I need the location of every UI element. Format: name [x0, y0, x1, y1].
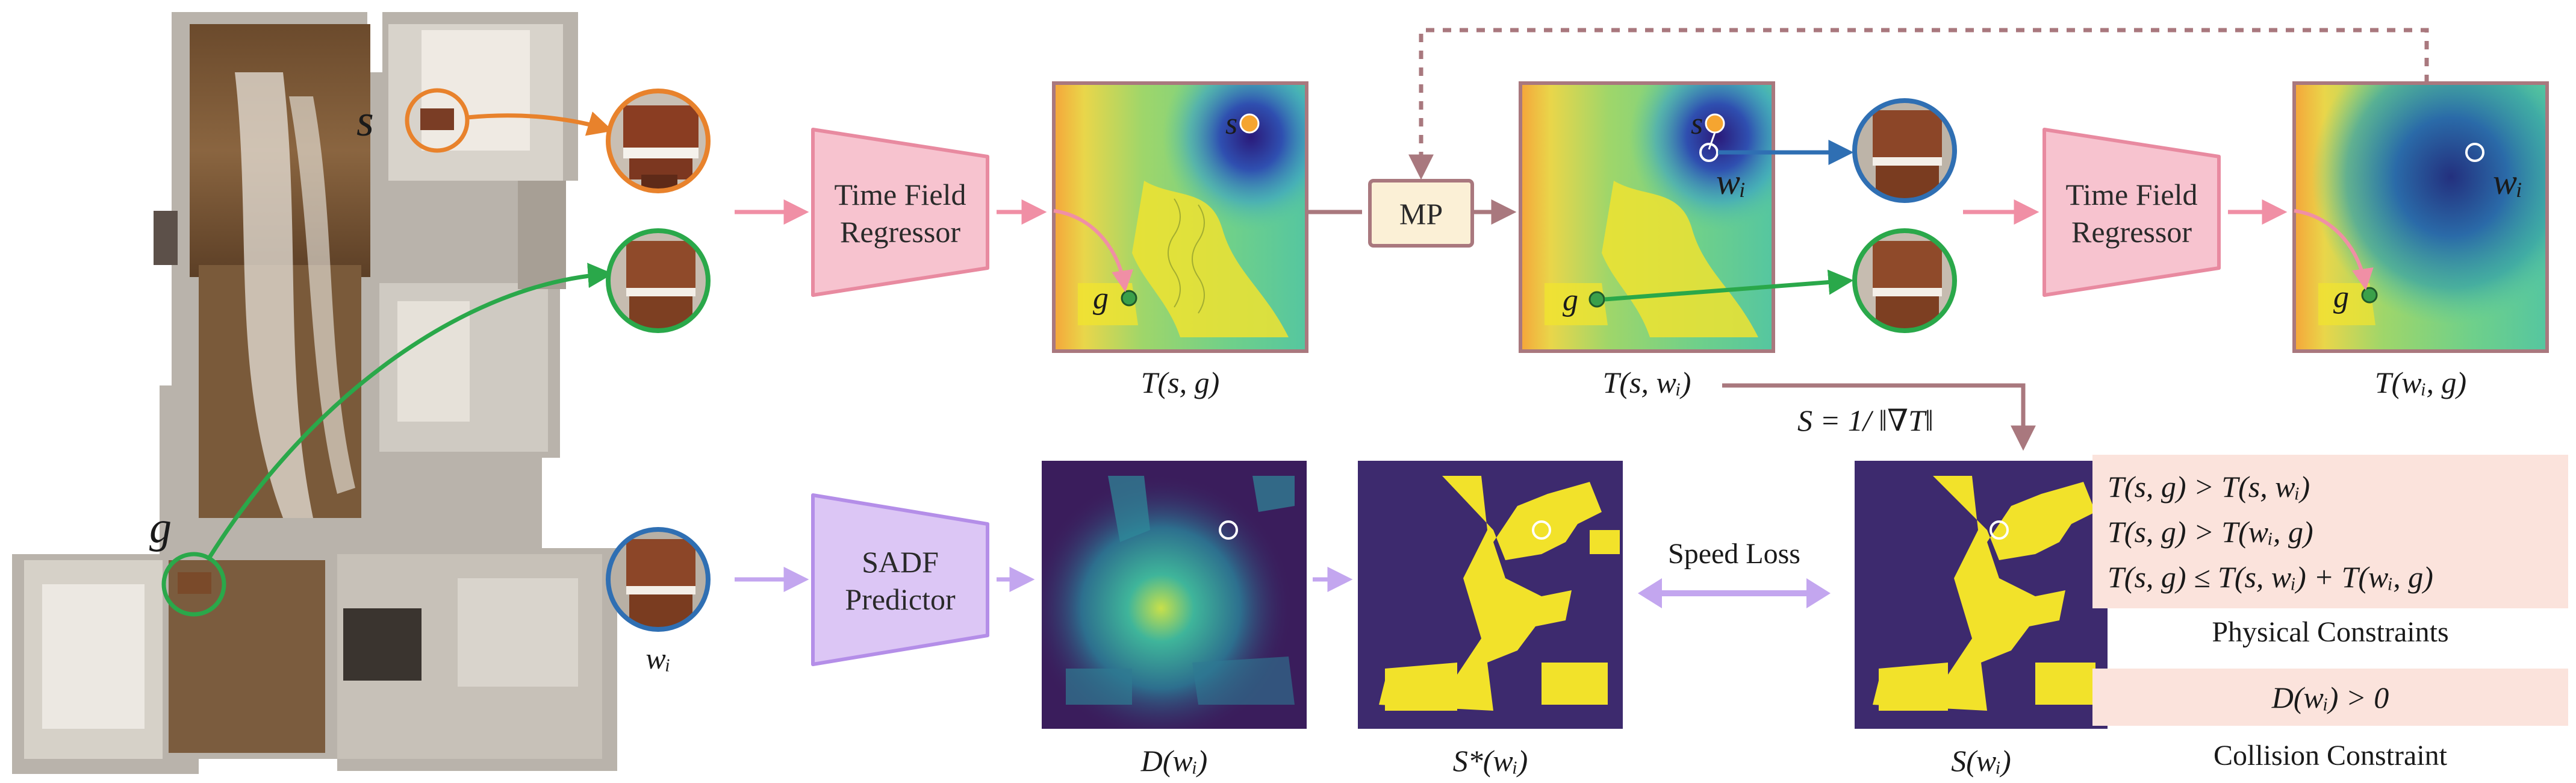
- start-to-image-arrow: [467, 111, 614, 136]
- time-field-map-s-wi: [1519, 81, 1775, 353]
- scene-goal-piano: [161, 552, 226, 617]
- physical-constraints-box: T(s, g) > T(s, wᵢ) T(s, g) > T(wᵢ, g) T(…: [2092, 455, 2568, 608]
- speed-formula-arrow: [1722, 383, 2036, 451]
- goal-image-top: [1852, 228, 1957, 333]
- waypoint-observation-image: [606, 527, 711, 632]
- speed-loss-label: Speed Loss: [1668, 538, 1800, 570]
- scene-start-label: s: [356, 96, 374, 146]
- scene-start-piano: [405, 88, 470, 153]
- physical-constraint-3: T(s, g) ≤ T(s, wᵢ) + T(wᵢ, g): [2108, 560, 2433, 594]
- collision-constraint-title: Collision Constraint: [2214, 740, 2448, 772]
- time-field-map-wi-g: [2292, 81, 2549, 353]
- regressor-2-line1: Time Field: [2065, 178, 2197, 211]
- map-label-s-star-wi: S*(wᵢ): [1453, 744, 1528, 778]
- sadf-map: [1042, 461, 1307, 729]
- speed-formula: S = 1/ ‖∇T‖: [1797, 404, 1934, 437]
- goal-to-image-arrow-2: [1604, 269, 1854, 302]
- time-field-regressor-1: Time Field Regressor: [811, 128, 989, 297]
- goal-to-image-arrow: [206, 263, 614, 561]
- sadf-line2: Predictor: [845, 582, 956, 616]
- physical-constraint-2: T(s, g) > T(wᵢ, g): [2108, 515, 2313, 549]
- collision-constraint: D(wᵢ) > 0: [2271, 681, 2389, 714]
- time-field-map-s-g: [1052, 81, 1308, 353]
- map2-start-label: s: [1691, 107, 1703, 141]
- time-field-regressor-2: Time Field Regressor: [2042, 128, 2221, 297]
- physical-constraint-1: T(s, g) > T(s, wᵢ): [2108, 470, 2310, 504]
- speed-map: [1855, 461, 2108, 729]
- mp-box: MP: [1368, 179, 1474, 248]
- start-observation-image: [606, 89, 711, 193]
- predicted-speed-map: [1358, 461, 1623, 729]
- map1-start-label: s: [1225, 107, 1237, 141]
- map2-goal-label: g: [1563, 283, 1578, 317]
- goal-observation-image: [606, 228, 711, 333]
- sadf-line1: SADF: [862, 545, 939, 579]
- mp-label: MP: [1399, 197, 1443, 231]
- map-label-t-s-wi: T(s, wᵢ): [1603, 366, 1691, 399]
- physical-constraints-title: Physical Constraints: [2212, 616, 2448, 648]
- map-label-s-wi: S(wᵢ): [1951, 744, 2011, 778]
- map1-goal-label: g: [1093, 281, 1109, 316]
- regressor-1-line2: Regressor: [840, 215, 960, 249]
- map-label-t-s-g: T(s, g): [1141, 366, 1220, 399]
- waypoint-label: wᵢ: [646, 641, 670, 675]
- map-label-t-wi-g: T(wᵢ, g): [2375, 366, 2466, 399]
- map2-waypoint-label: wᵢ: [1716, 162, 1746, 202]
- map-label-d-wi: D(wᵢ): [1140, 744, 1208, 778]
- collision-constraint-box: D(wᵢ) > 0: [2092, 669, 2568, 726]
- sadf-predictor: SADF Predictor: [811, 493, 989, 666]
- regressor-1-line1: Time Field: [834, 178, 966, 211]
- regressor-2-line2: Regressor: [2071, 215, 2192, 249]
- map3-goal-label: g: [2333, 280, 2349, 314]
- map3-waypoint-label: wᵢ: [2493, 162, 2523, 202]
- scene-goal-label: g: [149, 503, 172, 552]
- feedback-dashed-arrow: [1408, 28, 2429, 180]
- waypoint-image-top: [1852, 98, 1957, 203]
- scene-floorplan: [12, 12, 617, 774]
